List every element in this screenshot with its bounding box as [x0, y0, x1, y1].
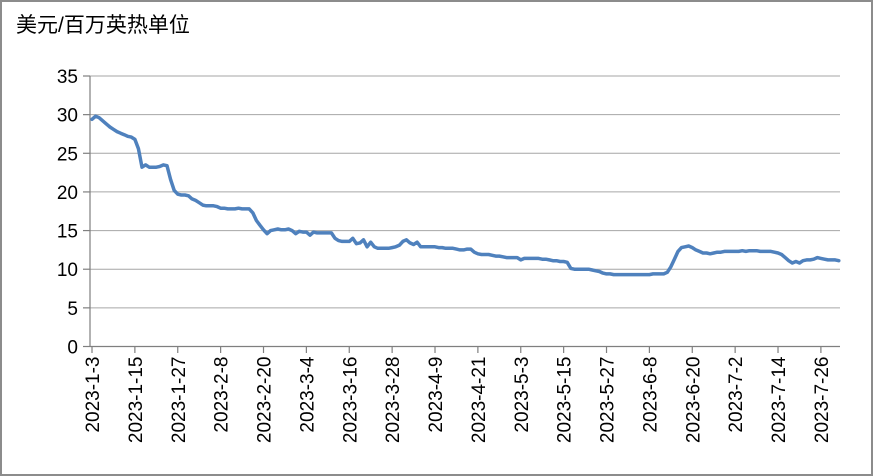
y-tick-label: 30: [57, 106, 78, 127]
x-tick-label: 2023-1-3: [83, 357, 104, 433]
x-tick-label: 2023-4-21: [469, 357, 490, 444]
x-tick-label: 2023-7-14: [769, 356, 790, 443]
y-tick-label: 20: [57, 183, 78, 204]
x-tick-label: 2023-1-27: [169, 357, 190, 444]
x-tick-label: 2023-7-2: [726, 357, 747, 433]
x-tick-label: 2023-5-3: [512, 357, 533, 433]
x-tick-label: 2023-1-15: [126, 357, 147, 444]
y-tick-label: 35: [57, 67, 78, 88]
chart-title: 美元/百万英热单位: [16, 14, 190, 37]
y-tick-label: 10: [57, 260, 78, 281]
x-tick-label: 2023-3-16: [340, 357, 361, 444]
x-tick-label: 2023-5-27: [598, 357, 619, 444]
y-tick-label: 5: [67, 299, 78, 320]
x-tick-label: 2023-7-26: [812, 357, 833, 444]
x-tick-label: 2023-2-20: [255, 357, 276, 444]
x-tick-label: 2023-5-15: [555, 357, 576, 444]
price-line: [90, 114, 841, 277]
x-tick-label: 2023-4-9: [426, 357, 447, 433]
y-tick-label: 25: [57, 144, 78, 165]
x-tick-label: 2023-6-8: [640, 357, 661, 433]
x-tick-label: 2023-3-28: [383, 357, 404, 444]
y-tick-label: 15: [57, 222, 78, 243]
x-tick-label: 2023-3-4: [297, 356, 318, 432]
y-tick-label: 0: [67, 338, 78, 359]
x-tick-label: 2023-6-20: [683, 357, 704, 444]
x-tick-label: 2023-2-8: [212, 357, 233, 433]
